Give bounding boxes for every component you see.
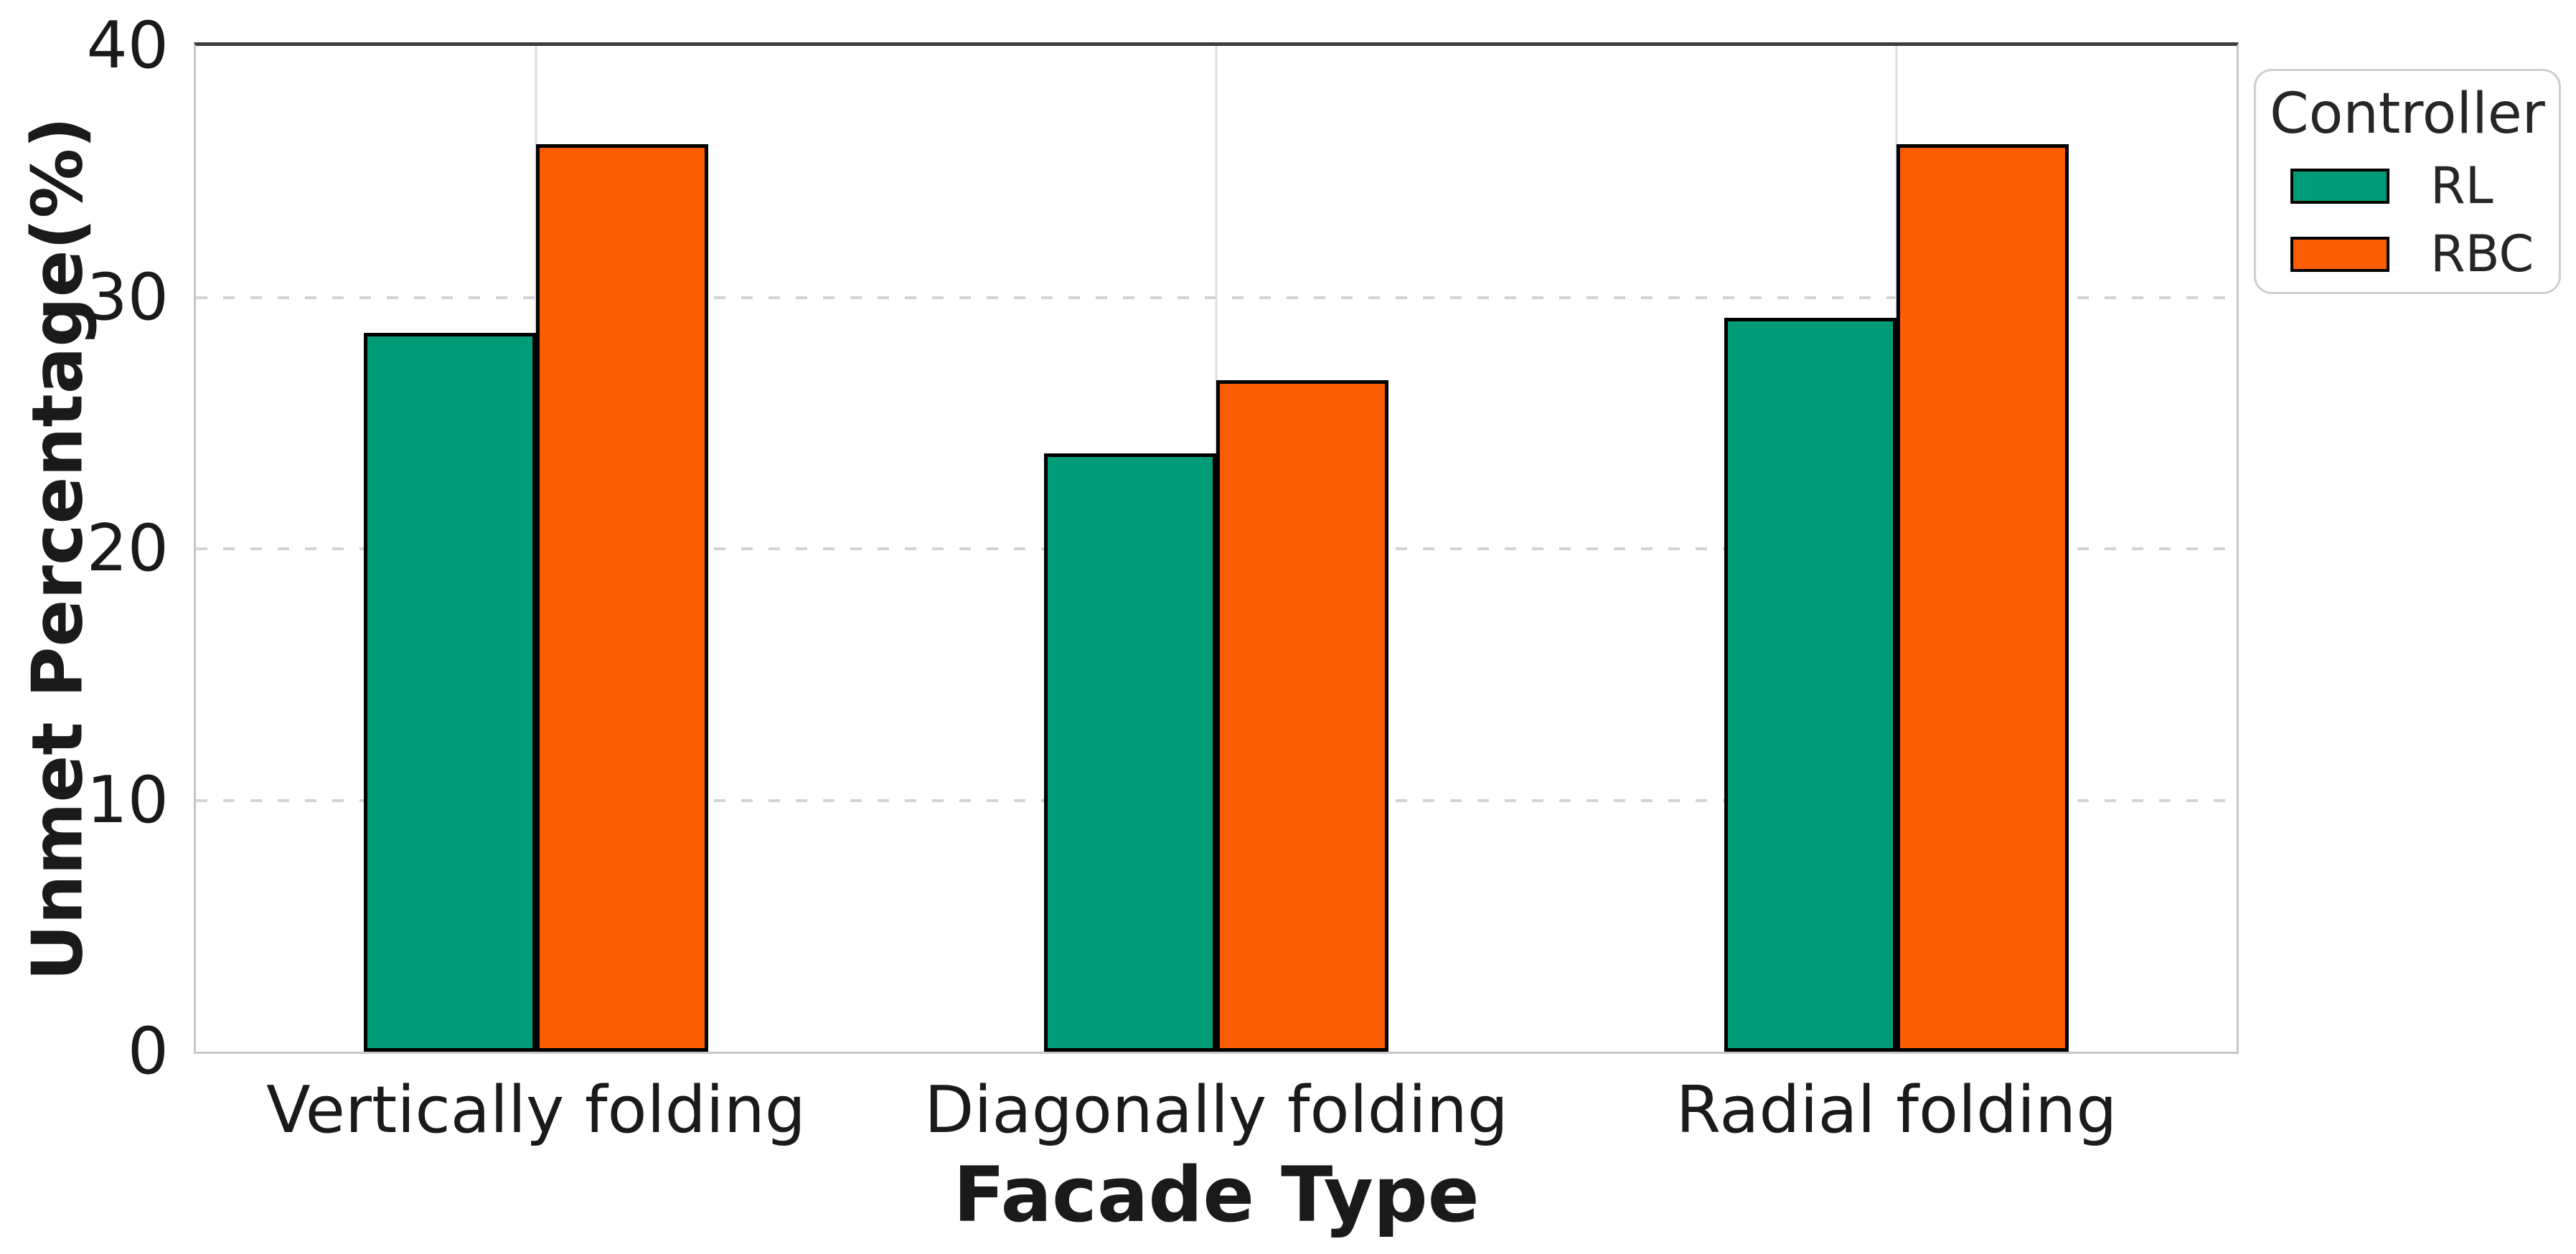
x-tick-label-2: Radial folding bbox=[1675, 1072, 2117, 1148]
legend-item-rbc: RBC bbox=[2256, 229, 2559, 279]
legend-swatch-rbc bbox=[2290, 236, 2389, 272]
plot-area bbox=[194, 42, 2239, 1054]
x-tick-label-0: Vertically folding bbox=[266, 1072, 806, 1148]
y-tick-label-10: 10 bbox=[86, 762, 169, 838]
legend-title: Controller bbox=[2270, 82, 2545, 146]
legend-item-rl: RL bbox=[2256, 161, 2559, 211]
legend-label-rbc: RBC bbox=[2430, 225, 2534, 284]
bar-rl-0 bbox=[364, 332, 536, 1052]
bar-rbc-2 bbox=[1896, 143, 2069, 1052]
legend-label-rl: RL bbox=[2430, 156, 2493, 216]
legend-rows: RL RBC bbox=[2256, 161, 2559, 279]
y-tick-label-40: 40 bbox=[86, 8, 169, 83]
bar-rl-1 bbox=[1044, 453, 1216, 1052]
x-axis-label: Facade Type bbox=[953, 1151, 1480, 1239]
x-tick-label-1: Diagonally folding bbox=[924, 1072, 1508, 1148]
y-tick-label-20: 20 bbox=[86, 511, 169, 586]
y-tick-label-30: 30 bbox=[86, 259, 169, 335]
legend: Controller RL RBC bbox=[2254, 69, 2561, 294]
bar-rbc-1 bbox=[1216, 380, 1388, 1052]
bar-rl-2 bbox=[1724, 317, 1896, 1052]
legend-swatch-rl bbox=[2290, 168, 2389, 204]
bar-rbc-0 bbox=[536, 143, 708, 1052]
y-tick-label-0: 0 bbox=[127, 1014, 169, 1089]
